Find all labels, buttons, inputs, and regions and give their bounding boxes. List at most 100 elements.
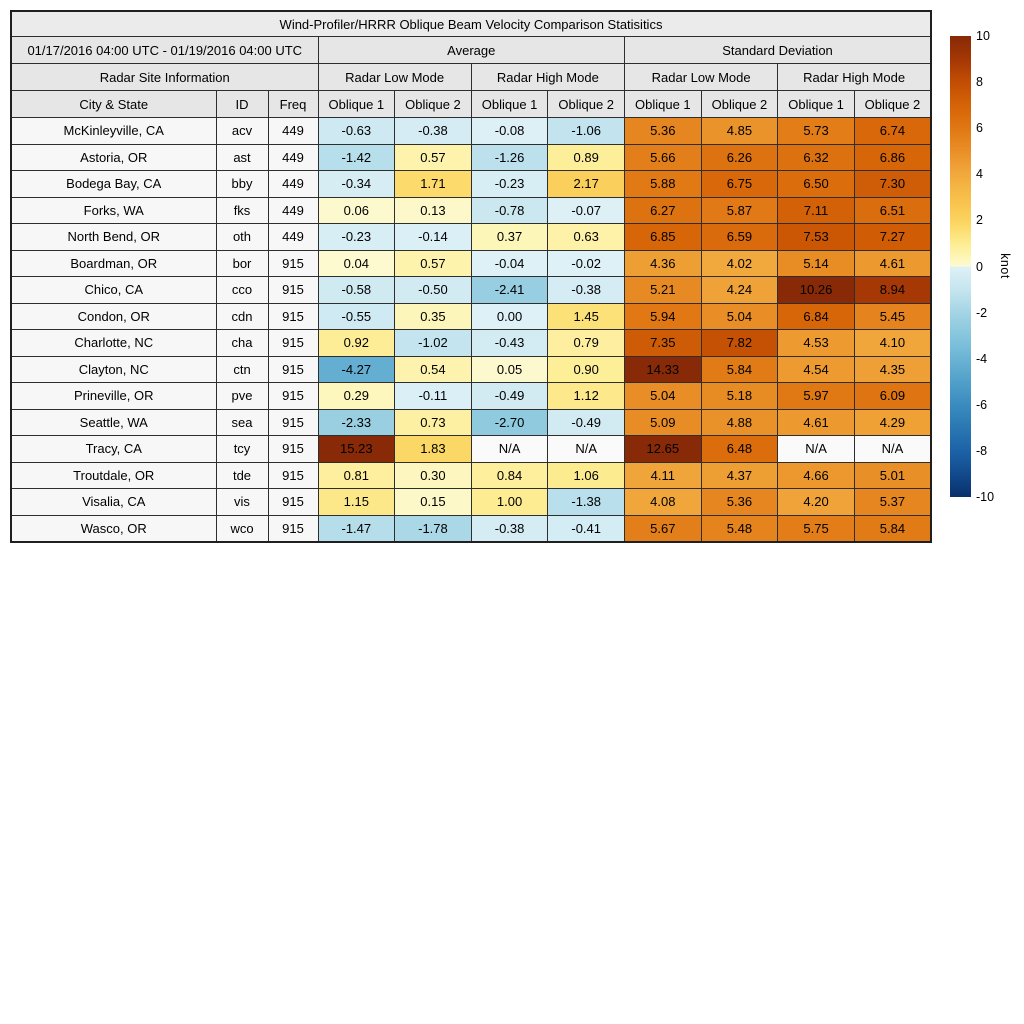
colorbar-tick-label: 10 [976,30,990,43]
table-row: McKinleyville, CAacv449-0.63-0.38-0.08-1… [11,118,931,145]
table-title: Wind-Profiler/HRRR Oblique Beam Velocity… [11,11,931,37]
value-cell: 0.04 [318,250,395,277]
value-cell: 5.67 [625,515,702,542]
table-row: Troutdale, ORtde9150.810.300.841.064.114… [11,462,931,489]
value-cell: 4.29 [854,409,931,436]
freq-cell: 449 [268,197,318,224]
value-cell: 4.66 [778,462,855,489]
site-id-cell: ctn [216,356,268,383]
id-header: ID [216,91,268,118]
date-range-cell: 01/17/2016 04:00 UTC - 01/19/2016 04:00 … [11,37,318,64]
freq-cell: 915 [268,303,318,330]
value-cell: 6.85 [625,224,702,251]
avg-low-mode-header: Radar Low Mode [318,64,471,91]
column-header-row: City & State ID Freq Oblique 1 Oblique 2… [11,91,931,118]
title-row: Wind-Profiler/HRRR Oblique Beam Velocity… [11,11,931,37]
table-row: Wasco, ORwco915-1.47-1.78-0.38-0.415.675… [11,515,931,542]
value-cell: 0.92 [318,330,395,357]
sd-high-mode-header: Radar High Mode [778,64,931,91]
value-cell: 6.74 [854,118,931,145]
freq-header: Freq [268,91,318,118]
value-cell: 0.57 [395,144,472,171]
value-cell: 4.54 [778,356,855,383]
freq-cell: 449 [268,118,318,145]
value-cell: 4.08 [625,489,702,516]
value-cell: -0.38 [395,118,472,145]
table-row: Prineville, ORpve9150.29-0.11-0.491.125.… [11,383,931,410]
value-cell: 7.30 [854,171,931,198]
value-cell: -0.23 [471,171,548,198]
city-cell: Charlotte, NC [11,330,216,357]
value-cell: 4.10 [854,330,931,357]
freq-cell: 915 [268,356,318,383]
value-cell: 0.90 [548,356,625,383]
value-cell: 5.87 [701,197,778,224]
site-id-cell: bby [216,171,268,198]
value-cell: 2.17 [548,171,625,198]
value-cell: 6.09 [854,383,931,410]
site-id-cell: vis [216,489,268,516]
value-cell: -0.55 [318,303,395,330]
colorbar-tick-label: -2 [976,306,987,319]
value-cell: 6.26 [701,144,778,171]
site-id-cell: acv [216,118,268,145]
value-cell: 0.84 [471,462,548,489]
value-cell: 7.53 [778,224,855,251]
value-cell: -0.08 [471,118,548,145]
value-cell: 0.54 [395,356,472,383]
value-cell: 5.73 [778,118,855,145]
value-cell: -0.34 [318,171,395,198]
city-cell: North Bend, OR [11,224,216,251]
value-cell: 0.89 [548,144,625,171]
table-row: Visalia, CAvis9151.150.151.00-1.384.085.… [11,489,931,516]
site-id-cell: bor [216,250,268,277]
value-cell: 0.13 [395,197,472,224]
value-cell: 5.04 [625,383,702,410]
site-id-cell: cha [216,330,268,357]
value-cell: 5.66 [625,144,702,171]
value-cell: -0.23 [318,224,395,251]
value-cell: 5.84 [701,356,778,383]
value-cell: 5.36 [625,118,702,145]
city-cell: Condon, OR [11,303,216,330]
value-cell: 5.94 [625,303,702,330]
city-cell: Astoria, OR [11,144,216,171]
avg-high-mode-header: Radar High Mode [471,64,624,91]
value-cell: 0.06 [318,197,395,224]
table-row: North Bend, ORoth449-0.23-0.140.370.636.… [11,224,931,251]
value-cell: 0.63 [548,224,625,251]
value-cell: -1.26 [471,144,548,171]
value-cell: -0.11 [395,383,472,410]
freq-cell: 915 [268,383,318,410]
value-cell: 4.88 [701,409,778,436]
value-cell: 0.81 [318,462,395,489]
value-cell: 0.05 [471,356,548,383]
value-cell: 0.35 [395,303,472,330]
colorbar-tick-label: -4 [976,352,987,365]
table-row: Chico, CAcco915-0.58-0.50-2.41-0.385.214… [11,277,931,304]
value-cell: N/A [854,436,931,463]
site-id-cell: cdn [216,303,268,330]
value-cell: 7.82 [701,330,778,357]
freq-cell: 915 [268,489,318,516]
value-cell: 5.21 [625,277,702,304]
value-cell: 4.61 [778,409,855,436]
value-cell: -0.58 [318,277,395,304]
value-cell: 4.37 [701,462,778,489]
value-cell: 0.29 [318,383,395,410]
site-id-cell: wco [216,515,268,542]
value-cell: 5.45 [854,303,931,330]
site-id-cell: oth [216,224,268,251]
value-cell: 4.20 [778,489,855,516]
value-cell: 5.48 [701,515,778,542]
value-cell: 4.85 [701,118,778,145]
value-cell: 8.94 [854,277,931,304]
value-cell: 1.45 [548,303,625,330]
colorbar-tick-label: 0 [976,260,983,273]
city-cell: Chico, CA [11,277,216,304]
oblique1-header: Oblique 1 [318,91,395,118]
site-id-cell: sea [216,409,268,436]
city-cell: Seattle, WA [11,409,216,436]
oblique2-header: Oblique 2 [701,91,778,118]
value-cell: 0.57 [395,250,472,277]
